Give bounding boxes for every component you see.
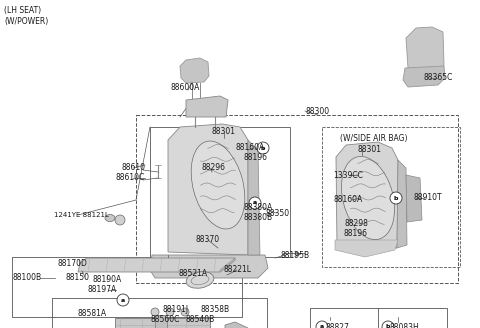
Circle shape (316, 321, 328, 328)
Text: 88560C: 88560C (150, 315, 180, 323)
Text: 88196: 88196 (243, 154, 267, 162)
Ellipse shape (191, 141, 245, 229)
Text: b: b (394, 195, 398, 200)
Text: 1241YE 88121L: 1241YE 88121L (54, 212, 108, 218)
Polygon shape (397, 160, 407, 248)
Polygon shape (150, 255, 268, 278)
Circle shape (166, 308, 174, 316)
Bar (136, 115, 458, 283)
Text: 88190A: 88190A (92, 276, 121, 284)
Text: b: b (261, 146, 265, 151)
Bar (150, 127, 290, 257)
Ellipse shape (186, 272, 214, 288)
Text: 88197A: 88197A (87, 285, 117, 295)
Text: 88296: 88296 (201, 163, 225, 173)
Polygon shape (406, 27, 444, 78)
Text: 88160A: 88160A (235, 144, 264, 153)
Text: b: b (386, 324, 390, 328)
Text: 88301: 88301 (358, 145, 382, 154)
Circle shape (181, 308, 189, 316)
Text: 88191J: 88191J (163, 304, 189, 314)
Text: (LH SEAT)
(W/POWER): (LH SEAT) (W/POWER) (4, 6, 48, 26)
Text: 88083H: 88083H (389, 322, 419, 328)
Bar (52, 298, 267, 328)
Polygon shape (78, 258, 235, 272)
Bar (155, 315, 167, 328)
Polygon shape (168, 124, 248, 255)
Circle shape (382, 321, 394, 328)
Circle shape (117, 294, 129, 306)
Text: 88540B: 88540B (185, 316, 215, 324)
Text: 88827: 88827 (325, 322, 349, 328)
Polygon shape (180, 58, 209, 83)
Text: a: a (320, 324, 324, 328)
Text: 88160A: 88160A (334, 195, 362, 204)
Bar (115, 318, 210, 328)
Text: 88610C: 88610C (115, 174, 144, 182)
Text: 1339CC: 1339CC (333, 171, 363, 179)
Text: 88380B: 88380B (243, 214, 273, 222)
Text: 88195B: 88195B (280, 251, 310, 259)
Circle shape (390, 192, 402, 204)
Polygon shape (220, 258, 235, 272)
Polygon shape (248, 140, 260, 255)
Polygon shape (403, 66, 445, 87)
Text: 88600A: 88600A (170, 84, 200, 92)
Text: 88150: 88150 (65, 273, 89, 281)
Polygon shape (406, 175, 422, 222)
Text: 88358B: 88358B (201, 304, 229, 314)
Polygon shape (225, 322, 248, 328)
Text: 88301: 88301 (212, 128, 236, 136)
Polygon shape (336, 142, 398, 248)
Text: 88610: 88610 (121, 163, 145, 173)
Text: 88581A: 88581A (77, 309, 107, 318)
Text: 88100B: 88100B (12, 274, 42, 282)
Polygon shape (186, 96, 228, 117)
Text: 88365C: 88365C (423, 73, 453, 83)
Text: a: a (121, 297, 125, 302)
Circle shape (115, 215, 125, 225)
Text: 88350: 88350 (266, 209, 290, 217)
Text: 88521A: 88521A (179, 269, 207, 277)
Text: 88298: 88298 (344, 219, 368, 229)
Text: a: a (253, 200, 257, 206)
Text: 88196: 88196 (344, 230, 368, 238)
Ellipse shape (105, 215, 115, 221)
Text: (W/SIDE AIR BAG): (W/SIDE AIR BAG) (340, 133, 408, 142)
Text: 88221L: 88221L (223, 265, 251, 275)
Text: 88300: 88300 (306, 107, 330, 115)
Polygon shape (335, 240, 398, 257)
Ellipse shape (341, 156, 395, 239)
Bar (12, 257, 242, 317)
Text: 88380A: 88380A (243, 203, 273, 213)
Bar (310, 308, 447, 328)
Circle shape (257, 142, 269, 154)
Circle shape (151, 308, 159, 316)
Text: 88170D: 88170D (57, 259, 87, 269)
Text: 88370: 88370 (196, 236, 220, 244)
Bar (322, 127, 460, 267)
Circle shape (249, 197, 261, 209)
Text: 88910T: 88910T (414, 194, 442, 202)
